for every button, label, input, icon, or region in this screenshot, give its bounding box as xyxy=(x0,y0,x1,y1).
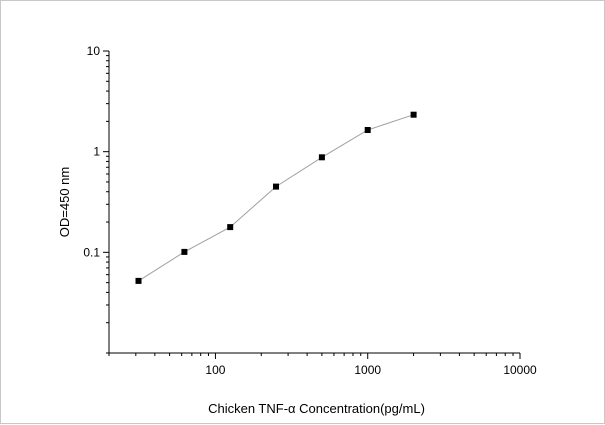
series-line xyxy=(138,114,414,282)
data-point-marker xyxy=(318,154,325,161)
x-tick-label: 100 xyxy=(205,363,225,377)
data-point-marker xyxy=(227,224,234,231)
data-point-marker xyxy=(364,127,371,133)
y-axis-title: OD=450 nm xyxy=(57,167,72,237)
x-tick-label: 1000 xyxy=(354,363,381,377)
data-point-marker xyxy=(273,183,279,190)
x-tick-label: 10000 xyxy=(503,363,537,377)
axes xyxy=(108,51,520,354)
y-tick-label: 0.1 xyxy=(83,245,100,259)
x-axis-title: Chicken TNF-α Concentration(pg/mL) xyxy=(208,401,425,416)
data-point-marker xyxy=(181,248,188,255)
y-tick-label: 1 xyxy=(93,145,100,159)
y-tick-label: 10 xyxy=(87,44,101,58)
data-point-marker xyxy=(410,111,417,118)
series xyxy=(135,111,417,284)
data-point-marker xyxy=(135,277,142,284)
ticks: 100 1000 10000 0.1 1 10 xyxy=(83,44,537,377)
